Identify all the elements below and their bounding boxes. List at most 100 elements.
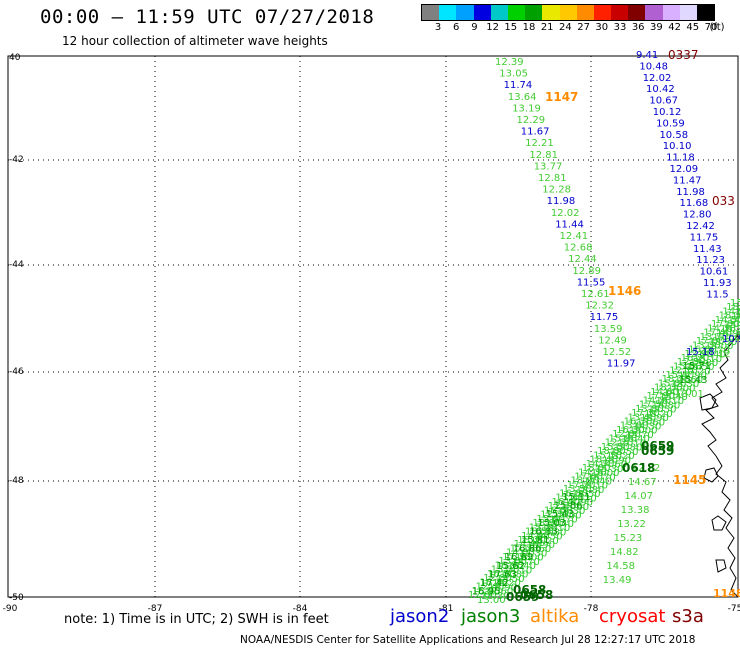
swh-value-label: 10.67 bbox=[649, 96, 678, 107]
swh-value-label: 17.60 bbox=[485, 587, 514, 598]
swh-value-label: 11.23 bbox=[696, 255, 725, 266]
swh-value-label: 11.67 bbox=[521, 127, 550, 138]
legend-tick-label: 33 bbox=[613, 22, 627, 33]
swh-value-label: 16.50 bbox=[487, 569, 516, 580]
legend-tick-label: 42 bbox=[668, 22, 681, 33]
island-outline bbox=[703, 467, 719, 483]
pass-time-label: 1148 bbox=[713, 587, 740, 600]
swh-value-label: 18.50 bbox=[610, 447, 639, 458]
swh-value-label: 11.55 bbox=[577, 277, 606, 288]
swh-value-label: 18.60 bbox=[726, 302, 740, 313]
pass-time-label: 0659 bbox=[506, 590, 539, 604]
swh-value-label: 13.50 bbox=[572, 489, 601, 500]
swh-value-label: 16.10 bbox=[479, 577, 508, 588]
swh-value-label: 17.10 bbox=[631, 408, 660, 419]
swh-value-label: 12.52 bbox=[603, 347, 632, 358]
swh-value-label: 17.00 bbox=[696, 336, 725, 347]
legend-swatch bbox=[645, 5, 663, 20]
swh-value-label: 12.39 bbox=[495, 57, 524, 68]
map-subtitle: 12 hour collection of altimeter wave hei… bbox=[62, 34, 328, 48]
swh-value-label: 12.28 bbox=[542, 185, 571, 196]
swh-value-label: 10.42 bbox=[646, 84, 675, 95]
legend-tick-label: 15 bbox=[504, 22, 518, 33]
swh-value-label: 14.50 bbox=[715, 315, 740, 326]
swh-value-label: 13.40 bbox=[507, 561, 536, 572]
swh-value-label: 18.30 bbox=[654, 383, 683, 394]
legend-swatch bbox=[439, 5, 457, 20]
swh-value-label: 15.00 bbox=[629, 426, 658, 437]
swh-value-label: 11.93 bbox=[703, 278, 732, 289]
swh-value-label: 18.90 bbox=[533, 518, 562, 529]
swh-value-label: 14.90 bbox=[564, 498, 593, 509]
swh-value-label: 17.90 bbox=[678, 371, 707, 382]
lon-label: -81 bbox=[439, 604, 454, 614]
lat-label: -44 bbox=[9, 260, 24, 270]
swh-value-label: 17.30 bbox=[519, 548, 548, 559]
swh-value-label: 13.30 bbox=[671, 379, 700, 390]
swh-value-label: 11.98 bbox=[676, 187, 705, 198]
legend-tick-label: 70 bbox=[704, 22, 718, 33]
swh-value-label: 14.10 bbox=[731, 311, 740, 322]
swh-value-label: 14.40 bbox=[514, 539, 543, 550]
swh-value-label: 12.90 bbox=[684, 349, 713, 360]
swh-value-label: 12.50 bbox=[677, 357, 706, 368]
swh-value-label: 13.90 bbox=[571, 476, 600, 487]
swh-value-label: 17.80 bbox=[614, 443, 643, 454]
swh-value-label: 13.00 bbox=[620, 421, 649, 432]
legend-swatch bbox=[422, 5, 440, 20]
swh-value-label: 16.60 bbox=[688, 345, 717, 356]
swh-value-label: 13.64 bbox=[508, 92, 537, 103]
swh-value-label: 15.81 bbox=[521, 535, 550, 546]
swh-value-label: 13.70 bbox=[701, 345, 730, 356]
swh-value-label: 9.41 bbox=[636, 50, 658, 61]
swh-value-label: 14.90 bbox=[722, 306, 740, 317]
swh-value-label: 12.70 bbox=[548, 501, 577, 512]
swh-value-label: 16.80 bbox=[559, 488, 588, 499]
satellite-legend-altika: altika bbox=[530, 606, 580, 627]
swh-value-label: 16.90 bbox=[495, 560, 524, 571]
swh-value-label: 10.10 bbox=[663, 141, 692, 152]
swh-value-label: 16.60 bbox=[523, 544, 552, 555]
legend-swatch bbox=[507, 5, 526, 20]
swh-value-label: 13.50 bbox=[563, 484, 592, 495]
swh-value-label: 12.02 bbox=[551, 208, 580, 219]
swh-value-label: 17.70 bbox=[510, 543, 539, 554]
swh-value-label: 12.81 bbox=[538, 173, 567, 184]
swh-value-label: 12.30 bbox=[540, 510, 569, 521]
legend-swatch bbox=[576, 5, 594, 20]
legend-tick-label: 6 bbox=[453, 22, 460, 33]
swh-value-label: 16.69 bbox=[505, 552, 534, 563]
swh-value-label: 18.90 bbox=[640, 413, 669, 424]
satellite-legend-s3a: s3a bbox=[672, 606, 704, 627]
island-outline bbox=[715, 559, 727, 573]
swh-value-label: 13.60 bbox=[498, 556, 527, 567]
swh-value-label: 11.75 bbox=[690, 232, 719, 243]
swh-value-label: 18.80 bbox=[597, 446, 626, 457]
swh-value-label: 13.80 bbox=[538, 527, 567, 538]
swh-value-label: 11.75 bbox=[590, 312, 619, 323]
swh-value-label: 14.10 bbox=[707, 323, 736, 334]
swh-value-label: 13.22 bbox=[617, 519, 646, 530]
swh-value-label: 16.90 bbox=[488, 582, 517, 593]
swh-value-label: 18.50 bbox=[525, 527, 554, 538]
swh-value-label: 12.21 bbox=[525, 138, 554, 149]
swh-value-label: 12.42 bbox=[686, 221, 715, 232]
swh-value-label: 13.80 bbox=[635, 404, 664, 415]
swh-value-label: 13.00 bbox=[477, 595, 506, 606]
swh-value-label: 15.23 bbox=[614, 533, 643, 544]
swh-value-label: 15.90 bbox=[608, 433, 637, 444]
swh-value-label: 16.50 bbox=[686, 362, 715, 373]
swh-value-label: 15.70 bbox=[625, 430, 654, 441]
swh-value-label: 13.19 bbox=[512, 103, 541, 114]
swh-value-label: 16.70 bbox=[587, 472, 616, 483]
legend-swatch bbox=[662, 5, 680, 20]
swh-value-label: 13.00 bbox=[705, 341, 734, 352]
swh-value-label: 16.20 bbox=[681, 353, 710, 364]
swh-value-label: 12.00 bbox=[468, 590, 497, 601]
legend-swatch bbox=[679, 5, 697, 20]
swh-value-label: 11.5 bbox=[706, 289, 728, 300]
swh-value-label: 12.20 bbox=[605, 438, 634, 449]
swh-value-label: 13.60 bbox=[636, 417, 665, 428]
lon-label: -78 bbox=[584, 604, 599, 614]
